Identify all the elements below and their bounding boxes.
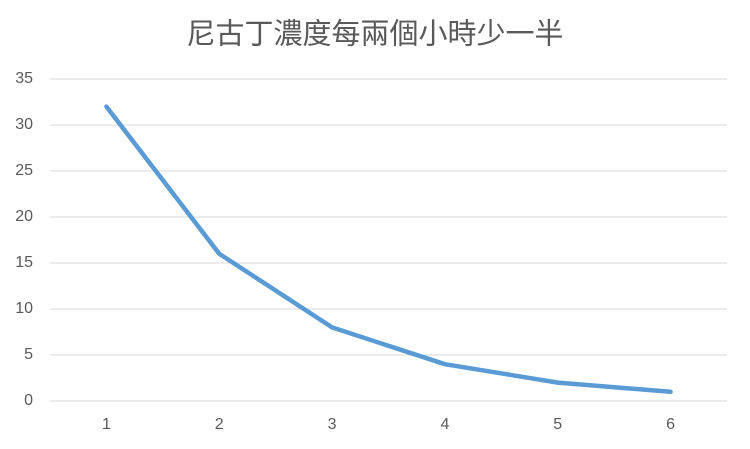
y-tick-label: 0 — [24, 392, 33, 409]
data-line — [104, 104, 673, 395]
x-tick-label: 6 — [666, 416, 675, 433]
x-tick-label: 5 — [553, 416, 562, 433]
chart-title: 尼古丁濃度每兩個小時少一半 — [186, 18, 563, 51]
y-tick-label: 15 — [15, 254, 33, 271]
y-tick-label: 20 — [15, 208, 33, 225]
y-tick-label: 10 — [15, 300, 33, 317]
y-tick-label: 30 — [15, 116, 33, 133]
x-tick-label: 1 — [102, 416, 111, 433]
x-tick-label: 4 — [440, 416, 449, 433]
x-tick-label: 3 — [328, 416, 337, 433]
y-tick-label: 5 — [24, 346, 33, 363]
y-tick-label: 35 — [15, 70, 33, 87]
y-tick-label: 25 — [15, 162, 33, 179]
x-tick-label: 2 — [215, 416, 224, 433]
